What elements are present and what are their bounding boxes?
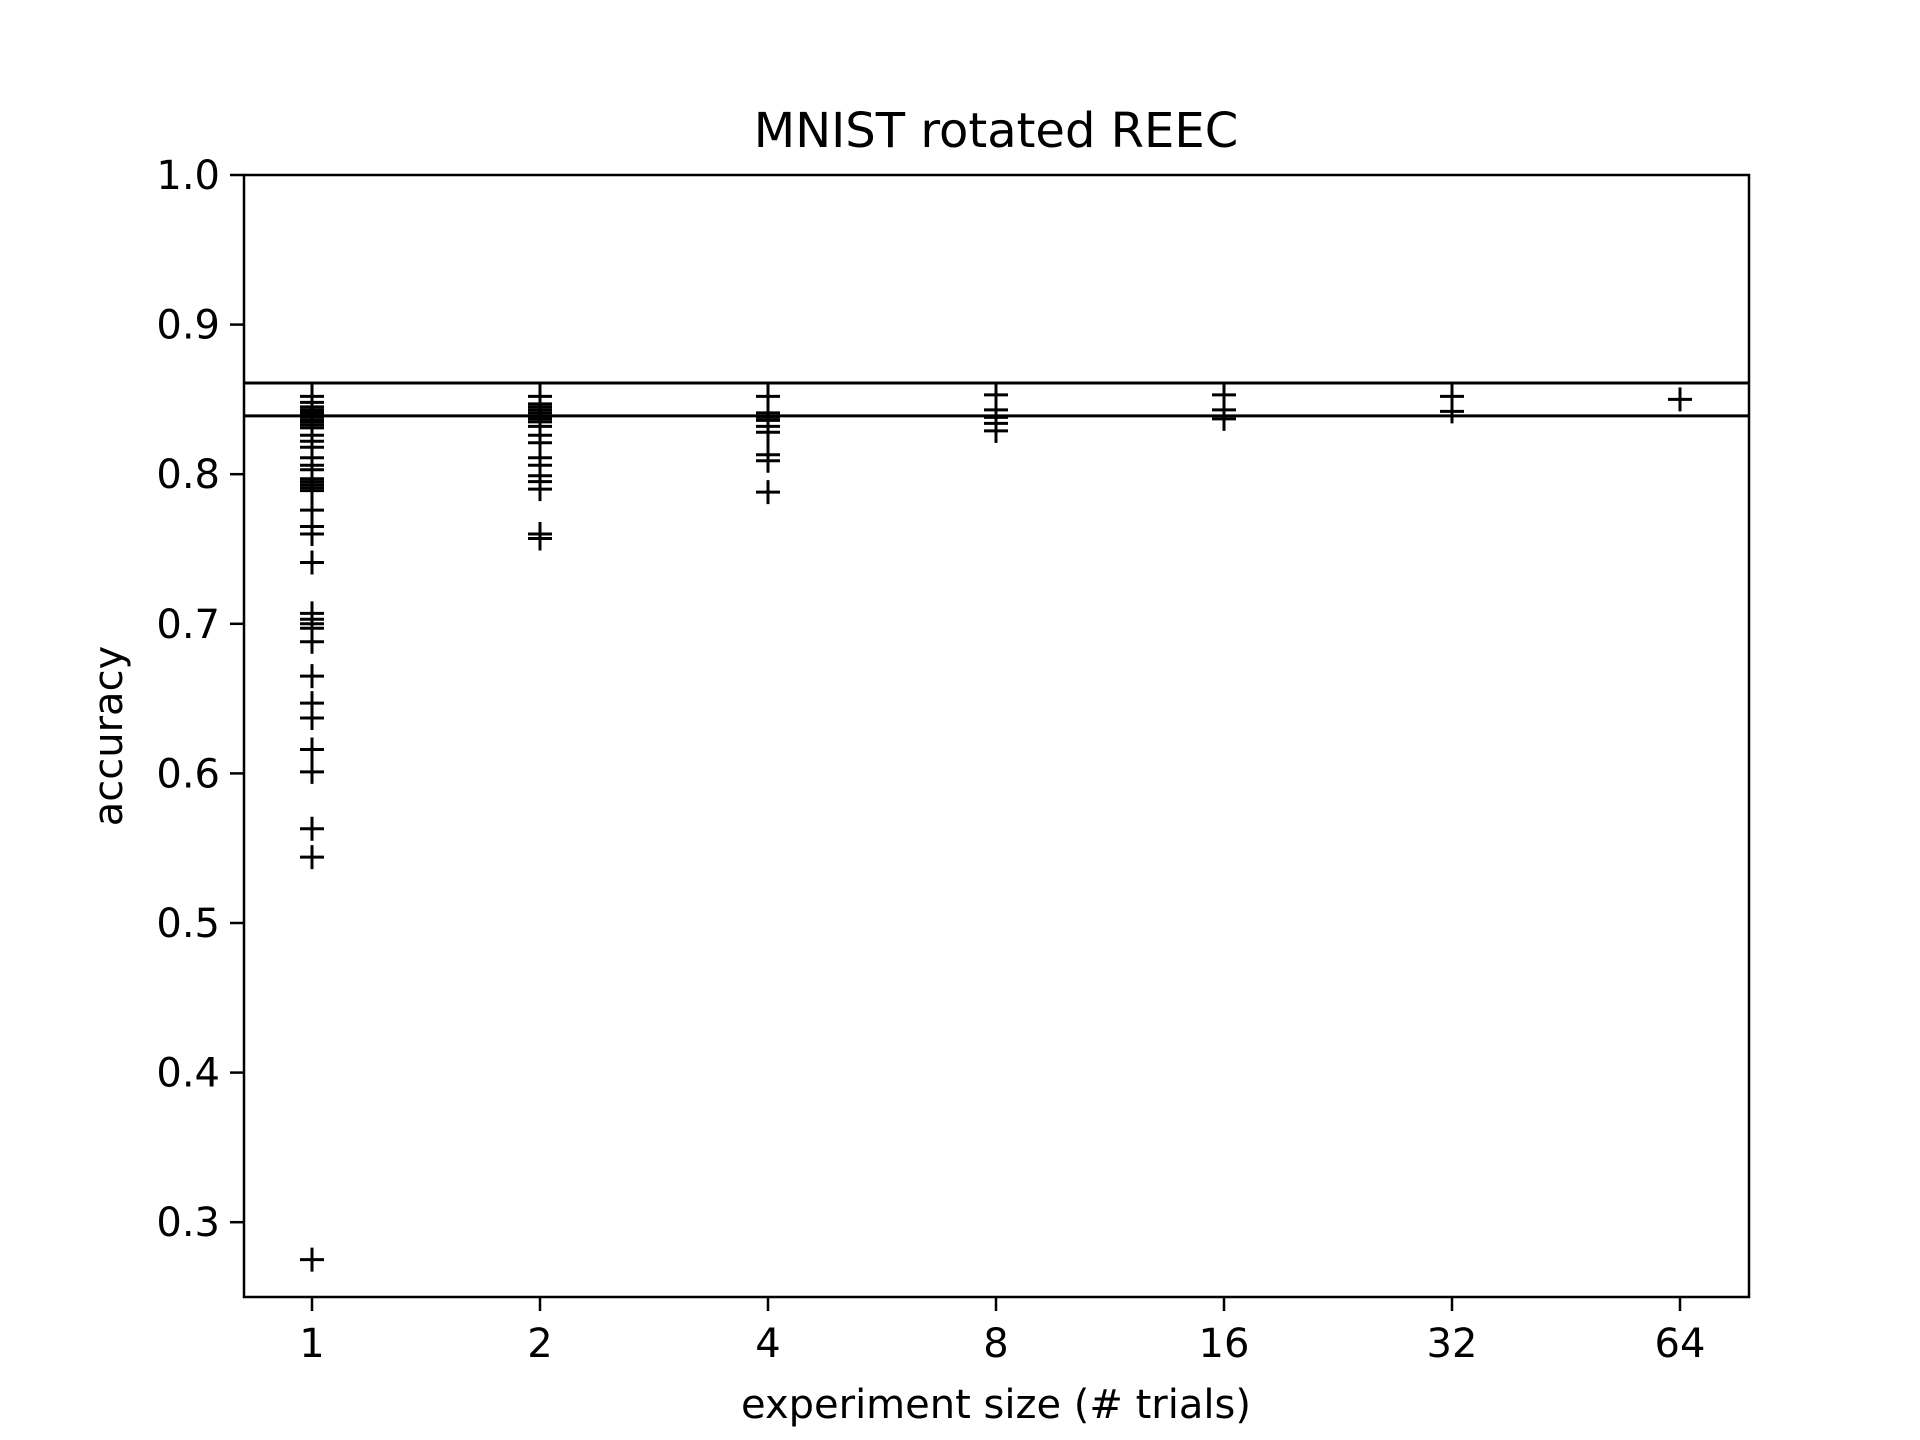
data-point-marker — [528, 477, 552, 502]
plot-area-frame — [242, 173, 1751, 1299]
y-tick-label: 0.5 — [156, 901, 220, 947]
data-point-marker — [300, 737, 324, 762]
y-tick-label: 0.7 — [156, 602, 220, 648]
data-point-marker — [300, 664, 324, 689]
data-point-marker — [1440, 399, 1464, 424]
x-tick-label: 8 — [983, 1321, 1008, 1367]
y-tick-label: 0.3 — [156, 1200, 220, 1246]
data-point-marker — [528, 526, 552, 551]
x-tick-label: 64 — [1655, 1321, 1706, 1367]
data-point-marker — [984, 418, 1008, 443]
x-axis: 1 2 4 8 16 32 64 — [299, 1297, 1705, 1367]
data-point-marker — [300, 550, 324, 575]
y-tick-label: 0.9 — [156, 303, 220, 349]
y-axis-label: accuracy — [86, 646, 132, 826]
y-tick-label: 0.8 — [156, 452, 220, 498]
x-tick-label: 1 — [299, 1321, 324, 1367]
x-tick-label: 16 — [1199, 1321, 1250, 1367]
data-points — [300, 382, 1692, 1272]
data-point-marker — [756, 480, 780, 505]
y-tick-label: 1.0 — [156, 153, 220, 199]
y-tick-label: 0.4 — [156, 1051, 220, 1097]
data-point-marker — [756, 420, 780, 445]
data-point-marker — [756, 448, 780, 473]
x-tick-label: 4 — [755, 1321, 780, 1367]
data-point-marker — [300, 759, 324, 784]
y-axis: 0.3 0.4 0.5 0.6 0.7 0.8 0.9 1.0 — [156, 153, 244, 1246]
data-point-marker — [300, 522, 324, 547]
data-point-marker — [300, 1247, 324, 1272]
x-tick-label: 32 — [1427, 1321, 1478, 1367]
data-point-marker — [1212, 406, 1236, 431]
data-point-marker — [300, 629, 324, 654]
chart-title: MNIST rotated REEC — [754, 103, 1238, 159]
data-point-marker — [300, 845, 324, 870]
data-point-marker — [300, 816, 324, 841]
x-tick-label: 2 — [527, 1321, 552, 1367]
data-point-marker — [1668, 387, 1692, 412]
y-tick-label: 0.6 — [156, 751, 220, 797]
data-point-marker — [300, 706, 324, 731]
x-axis-label: experiment size (# trials) — [741, 1382, 1251, 1428]
